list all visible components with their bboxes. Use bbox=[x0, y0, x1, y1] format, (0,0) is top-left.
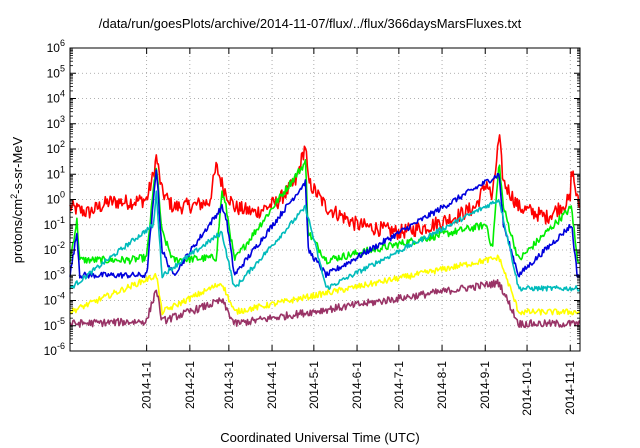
x-tick-label: 2014-2-1 bbox=[183, 361, 197, 409]
y-tick-label: 10-1 bbox=[44, 215, 65, 232]
y-tick-label: 100 bbox=[47, 190, 65, 207]
y-tick-label-base: 10 bbox=[47, 193, 61, 207]
y-tick-label-base: 10 bbox=[47, 142, 61, 156]
y-tick-label: 10-4 bbox=[44, 291, 65, 308]
series-line-3 bbox=[69, 169, 581, 279]
x-tick-label: 2014-11-1 bbox=[563, 361, 577, 415]
y-tick-label-base: 10 bbox=[47, 92, 61, 106]
y-tick-label: 101 bbox=[47, 164, 65, 181]
y-tick-label: 10-6 bbox=[44, 341, 65, 358]
y-tick-label-exp: -3 bbox=[57, 265, 65, 275]
series-layer bbox=[69, 134, 581, 329]
x-tick-label: 2014-10-1 bbox=[520, 361, 534, 416]
y-tick-label-exp: 0 bbox=[60, 190, 65, 200]
x-tick-labels: 2014-1-1 2014-2-1 2014-3-1 2014-4-1 2014-5-1… bbox=[140, 361, 578, 416]
y-tick-label: 106 bbox=[47, 38, 65, 55]
y-axis-label: protons/cm2-s-sr-MeV bbox=[9, 136, 25, 263]
y-tick-label-exp: -6 bbox=[57, 341, 65, 351]
y-axis-label-pre: protons/cm bbox=[10, 199, 25, 263]
ticks bbox=[70, 47, 580, 352]
x-tick-label: 2014-8-1 bbox=[435, 361, 449, 409]
y-tick-label-base: 10 bbox=[47, 66, 61, 80]
x-tick-label: 2014-9-1 bbox=[478, 361, 492, 409]
y-tick-label-base: 10 bbox=[44, 344, 58, 358]
y-tick-label: 103 bbox=[47, 114, 65, 131]
y-tick-label-exp: 5 bbox=[60, 63, 65, 73]
y-tick-label-exp: -5 bbox=[57, 316, 65, 326]
x-tick-label: 2014-7-1 bbox=[392, 361, 406, 409]
y-tick-label-base: 10 bbox=[44, 218, 58, 232]
y-tick-label-exp: -4 bbox=[57, 291, 65, 301]
y-tick-label-exp: 6 bbox=[60, 38, 65, 48]
series-line-2 bbox=[69, 159, 581, 265]
y-tick-label-exp: 3 bbox=[60, 114, 65, 124]
y-tick-label: 10-3 bbox=[44, 265, 65, 282]
x-tick-label: 2014-3-1 bbox=[222, 361, 236, 409]
y-tick-label: 105 bbox=[47, 63, 65, 80]
y-tick-label-exp: 2 bbox=[60, 139, 65, 149]
chart-title: /data/run/goesPlots/archive/2014-11-07/f… bbox=[99, 16, 522, 31]
y-axis-label-sup: 2 bbox=[9, 194, 19, 199]
y-tick-label-base: 10 bbox=[44, 294, 58, 308]
y-axis-label-post: -s-sr-MeV bbox=[10, 136, 25, 193]
x-tick-label: 2014-4-1 bbox=[265, 361, 279, 409]
y-tick-label-base: 10 bbox=[44, 268, 58, 282]
series-line-6 bbox=[69, 279, 581, 329]
y-tick-label: 10-5 bbox=[44, 316, 65, 333]
x-tick-label: 2014-1-1 bbox=[140, 361, 154, 409]
y-tick-label-base: 10 bbox=[47, 41, 61, 55]
y-tick-label-base: 10 bbox=[44, 243, 58, 257]
y-tick-label-base: 10 bbox=[44, 319, 58, 333]
y-tick-label-exp: 4 bbox=[60, 89, 65, 99]
y-tick-label: 10-2 bbox=[44, 240, 65, 257]
y-tick-label-exp: -1 bbox=[57, 215, 65, 225]
y-tick-label-base: 10 bbox=[47, 167, 61, 181]
y-tick-labels: 10-610-510-410-310-210-11001011021031041… bbox=[44, 38, 65, 358]
series-line-4 bbox=[69, 190, 581, 292]
y-tick-label-exp: 1 bbox=[60, 164, 65, 174]
x-tick-label: 2014-6-1 bbox=[350, 361, 364, 409]
x-tick-label: 2014-5-1 bbox=[307, 361, 321, 409]
y-tick-label-exp: -2 bbox=[57, 240, 65, 250]
y-tick-label: 104 bbox=[47, 89, 65, 106]
y-tick-label-base: 10 bbox=[47, 117, 61, 131]
x-axis-label: Coordinated Universal Time (UTC) bbox=[220, 430, 419, 445]
y-tick-label: 102 bbox=[47, 139, 65, 156]
series-line-5 bbox=[69, 254, 581, 316]
